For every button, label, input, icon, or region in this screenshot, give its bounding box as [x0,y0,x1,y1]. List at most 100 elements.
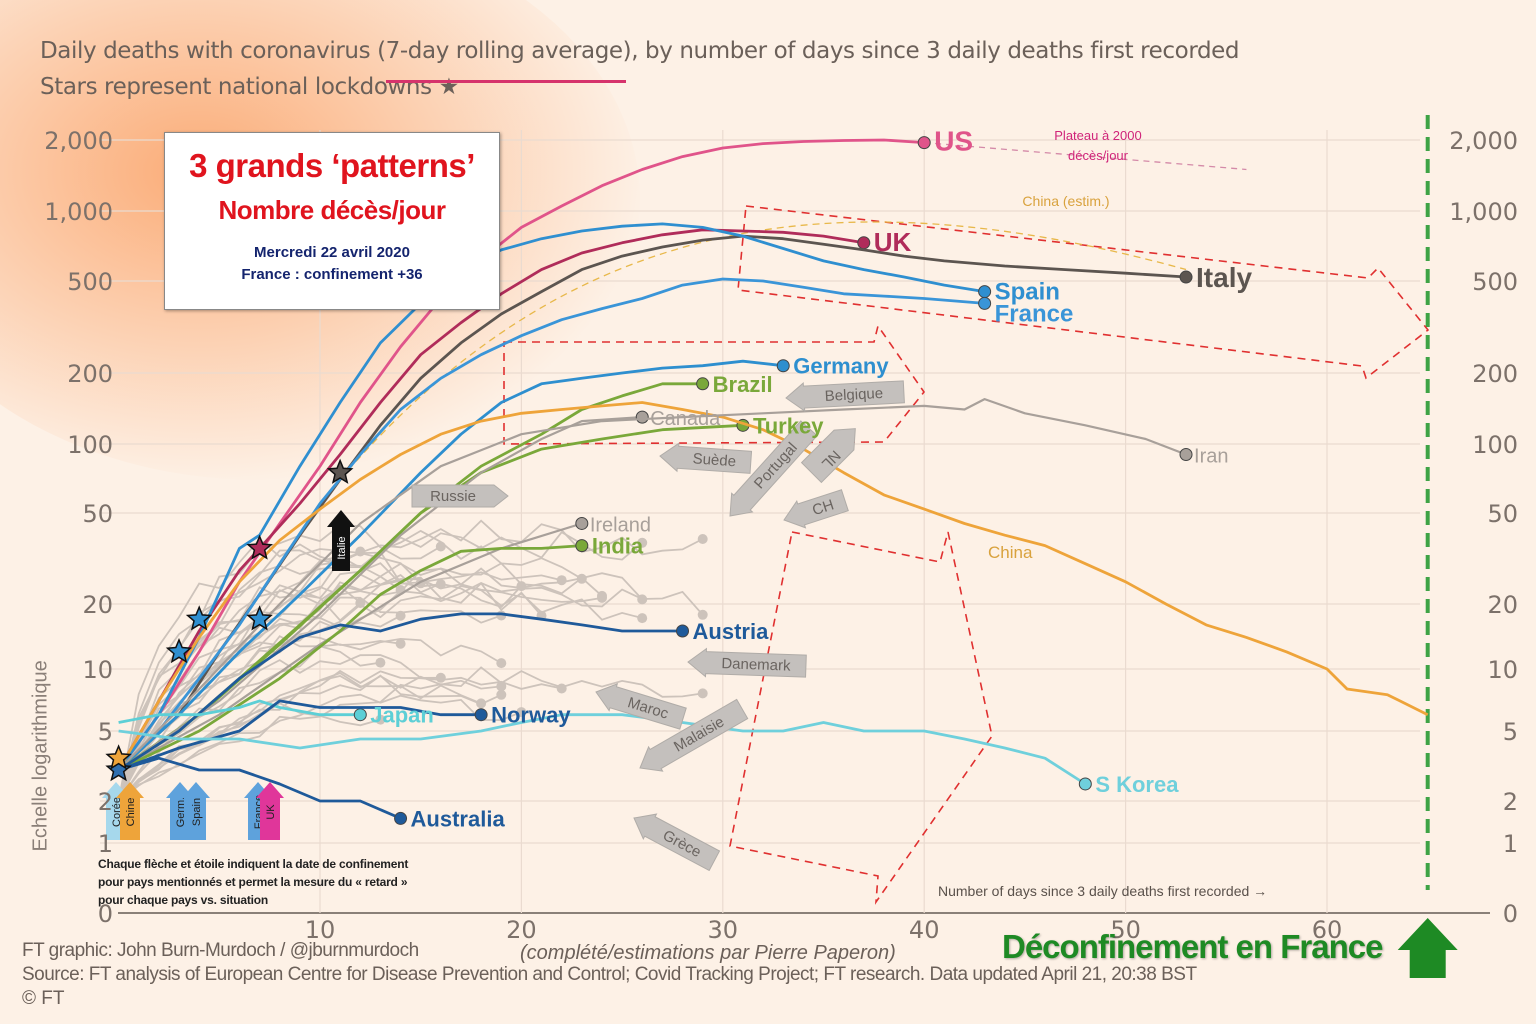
chart-subtitle: Stars represent national lockdowns ★ [40,74,459,100]
series-line-austria [117,612,683,772]
note-line: Chaque flèche et étoile indiquent la dat… [98,857,409,871]
us-plateau-projection [924,141,1247,171]
series-label-iran: Iran [1194,445,1228,467]
other-country-line [117,524,442,802]
other-country-end-dot [375,714,386,725]
series-label-us: US [934,126,973,157]
pattern-3-outline [729,531,993,905]
y-tick-label-left: 500 [67,268,113,296]
x-tick-label: 60 [1312,916,1343,944]
info-subtitle: Nombre décès/jour [218,195,446,225]
other-country-line [117,582,704,802]
y-tick-label-left: 50 [82,500,113,528]
series-end-dot-ireland [575,516,589,530]
x-tick-label: 30 [708,916,739,944]
lockdown-arrow-label: UK [265,804,277,820]
pointer-arrow-shape [783,489,849,529]
y-tick-label-right: 2 [1503,788,1518,816]
other-country-end-dot [556,575,567,586]
other-country-end-dot [496,658,507,669]
other-country-end-dot [476,698,487,709]
series-label-spain: Spain [995,279,1060,306]
info-title: 3 grands ‘patterns’ [189,147,475,184]
deconfinement-arrow-icon [1397,918,1458,978]
y-tick-label-right: 20 [1487,591,1518,619]
lockdown-star-icon [185,605,213,631]
series-end-dot-italy [1179,270,1193,284]
series-label-norway: Norway [491,703,571,728]
pointer-arrow-shape [785,380,905,413]
lockdown-arrow-icon [256,782,284,840]
italy-lockdown-arrow-icon [327,510,355,571]
series-line-india [117,544,582,772]
series-label-uk: UK [874,227,912,257]
series-end-dot-austria [676,624,690,638]
x-tick-label: 10 [305,916,336,944]
info-status: France : confinement +36 [241,266,423,283]
other-country-line [118,666,703,802]
series-line-france [117,277,985,772]
series-label-japan: Japan [370,703,434,728]
pointer-arrow-shape [729,420,818,517]
country-pointer-arrow: Danemark [687,647,807,678]
us-plateau-note: Plateau à 2000 [1054,128,1141,143]
italy-lockdown-arrow-label: Italie [336,536,348,559]
series-end-dot-canada [635,410,649,424]
series-end-dot-france [978,296,992,310]
pointer-arrow-label: CH [810,496,836,519]
lockdown-arrow-label: Spain [191,798,203,826]
other-country-line [118,693,522,802]
us-plateau-note: décès/jour [1068,148,1129,163]
pointer-arrow-label: Danemark [721,655,791,674]
y-tick-label-left: 20 [82,591,113,619]
lockdown-star-icon [326,458,354,484]
pointer-arrow-label: Belgique [824,385,883,405]
lockdown-star-icon [165,637,193,664]
series-label-turkey: Turkey [753,413,824,438]
footer-copyright: © FT [22,988,65,1009]
pointer-arrow-shape [633,813,721,872]
other-country-line [117,634,401,802]
series-line-ireland [118,522,583,771]
chart-title: Daily deaths with coronavirus (7-day rol… [40,38,1240,64]
x-tick-label: 50 [1110,916,1141,944]
other-country-end-dot [697,534,708,544]
series-line-japan [118,699,361,724]
other-country-line [117,672,482,802]
series-label-france: France [995,300,1074,327]
y-tick-label-right: 1,000 [1449,198,1518,226]
country-pointer-arrow: Grèce [633,813,721,872]
deconfinement-label: Déconfinement en France [1002,928,1383,965]
series-label-canada: Canada [650,408,721,430]
y-tick-label-left: 2 [98,788,113,816]
y-tick-label-left: 200 [67,360,113,388]
lockdown-star-icon [105,744,132,770]
x-tick-label: 20 [506,916,537,944]
pointer-arrow-shape [687,647,807,678]
lockdown-arrow-label: Chine [125,798,137,827]
other-country-line [117,573,523,802]
other-country-end-dot [395,610,406,621]
y-tick-label-right: 0 [1503,900,1518,928]
other-country-end-dot [516,707,527,718]
series-label-germany: Germany [793,354,889,379]
series-line-australia [118,756,402,820]
series-label-ireland: Ireland [590,514,651,536]
y-tick-label-left: 2,000 [44,127,113,155]
series-label-austria: Austria [693,619,770,644]
note-line: pour chaque pays vs. situation [98,893,269,907]
series-end-dot-us [917,136,931,150]
pattern-2-outline [503,324,925,445]
pattern-1-outline [737,205,1430,380]
y-tick-label-left: 10 [82,656,113,684]
series-label-italy: Italy [1196,262,1252,293]
other-country-line [117,549,402,802]
lockdown-star-icon [246,605,273,631]
y-tick-label-left: 1,000 [44,198,113,226]
series-label-brazil: Brazil [713,372,773,397]
series-label-australia: Australia [411,806,506,831]
y-tick-label-right: 2,000 [1449,127,1518,155]
series-end-dot-india [575,539,589,553]
y-tick-label-left: 100 [67,431,113,459]
y-tick-label-right: 200 [1472,360,1518,388]
